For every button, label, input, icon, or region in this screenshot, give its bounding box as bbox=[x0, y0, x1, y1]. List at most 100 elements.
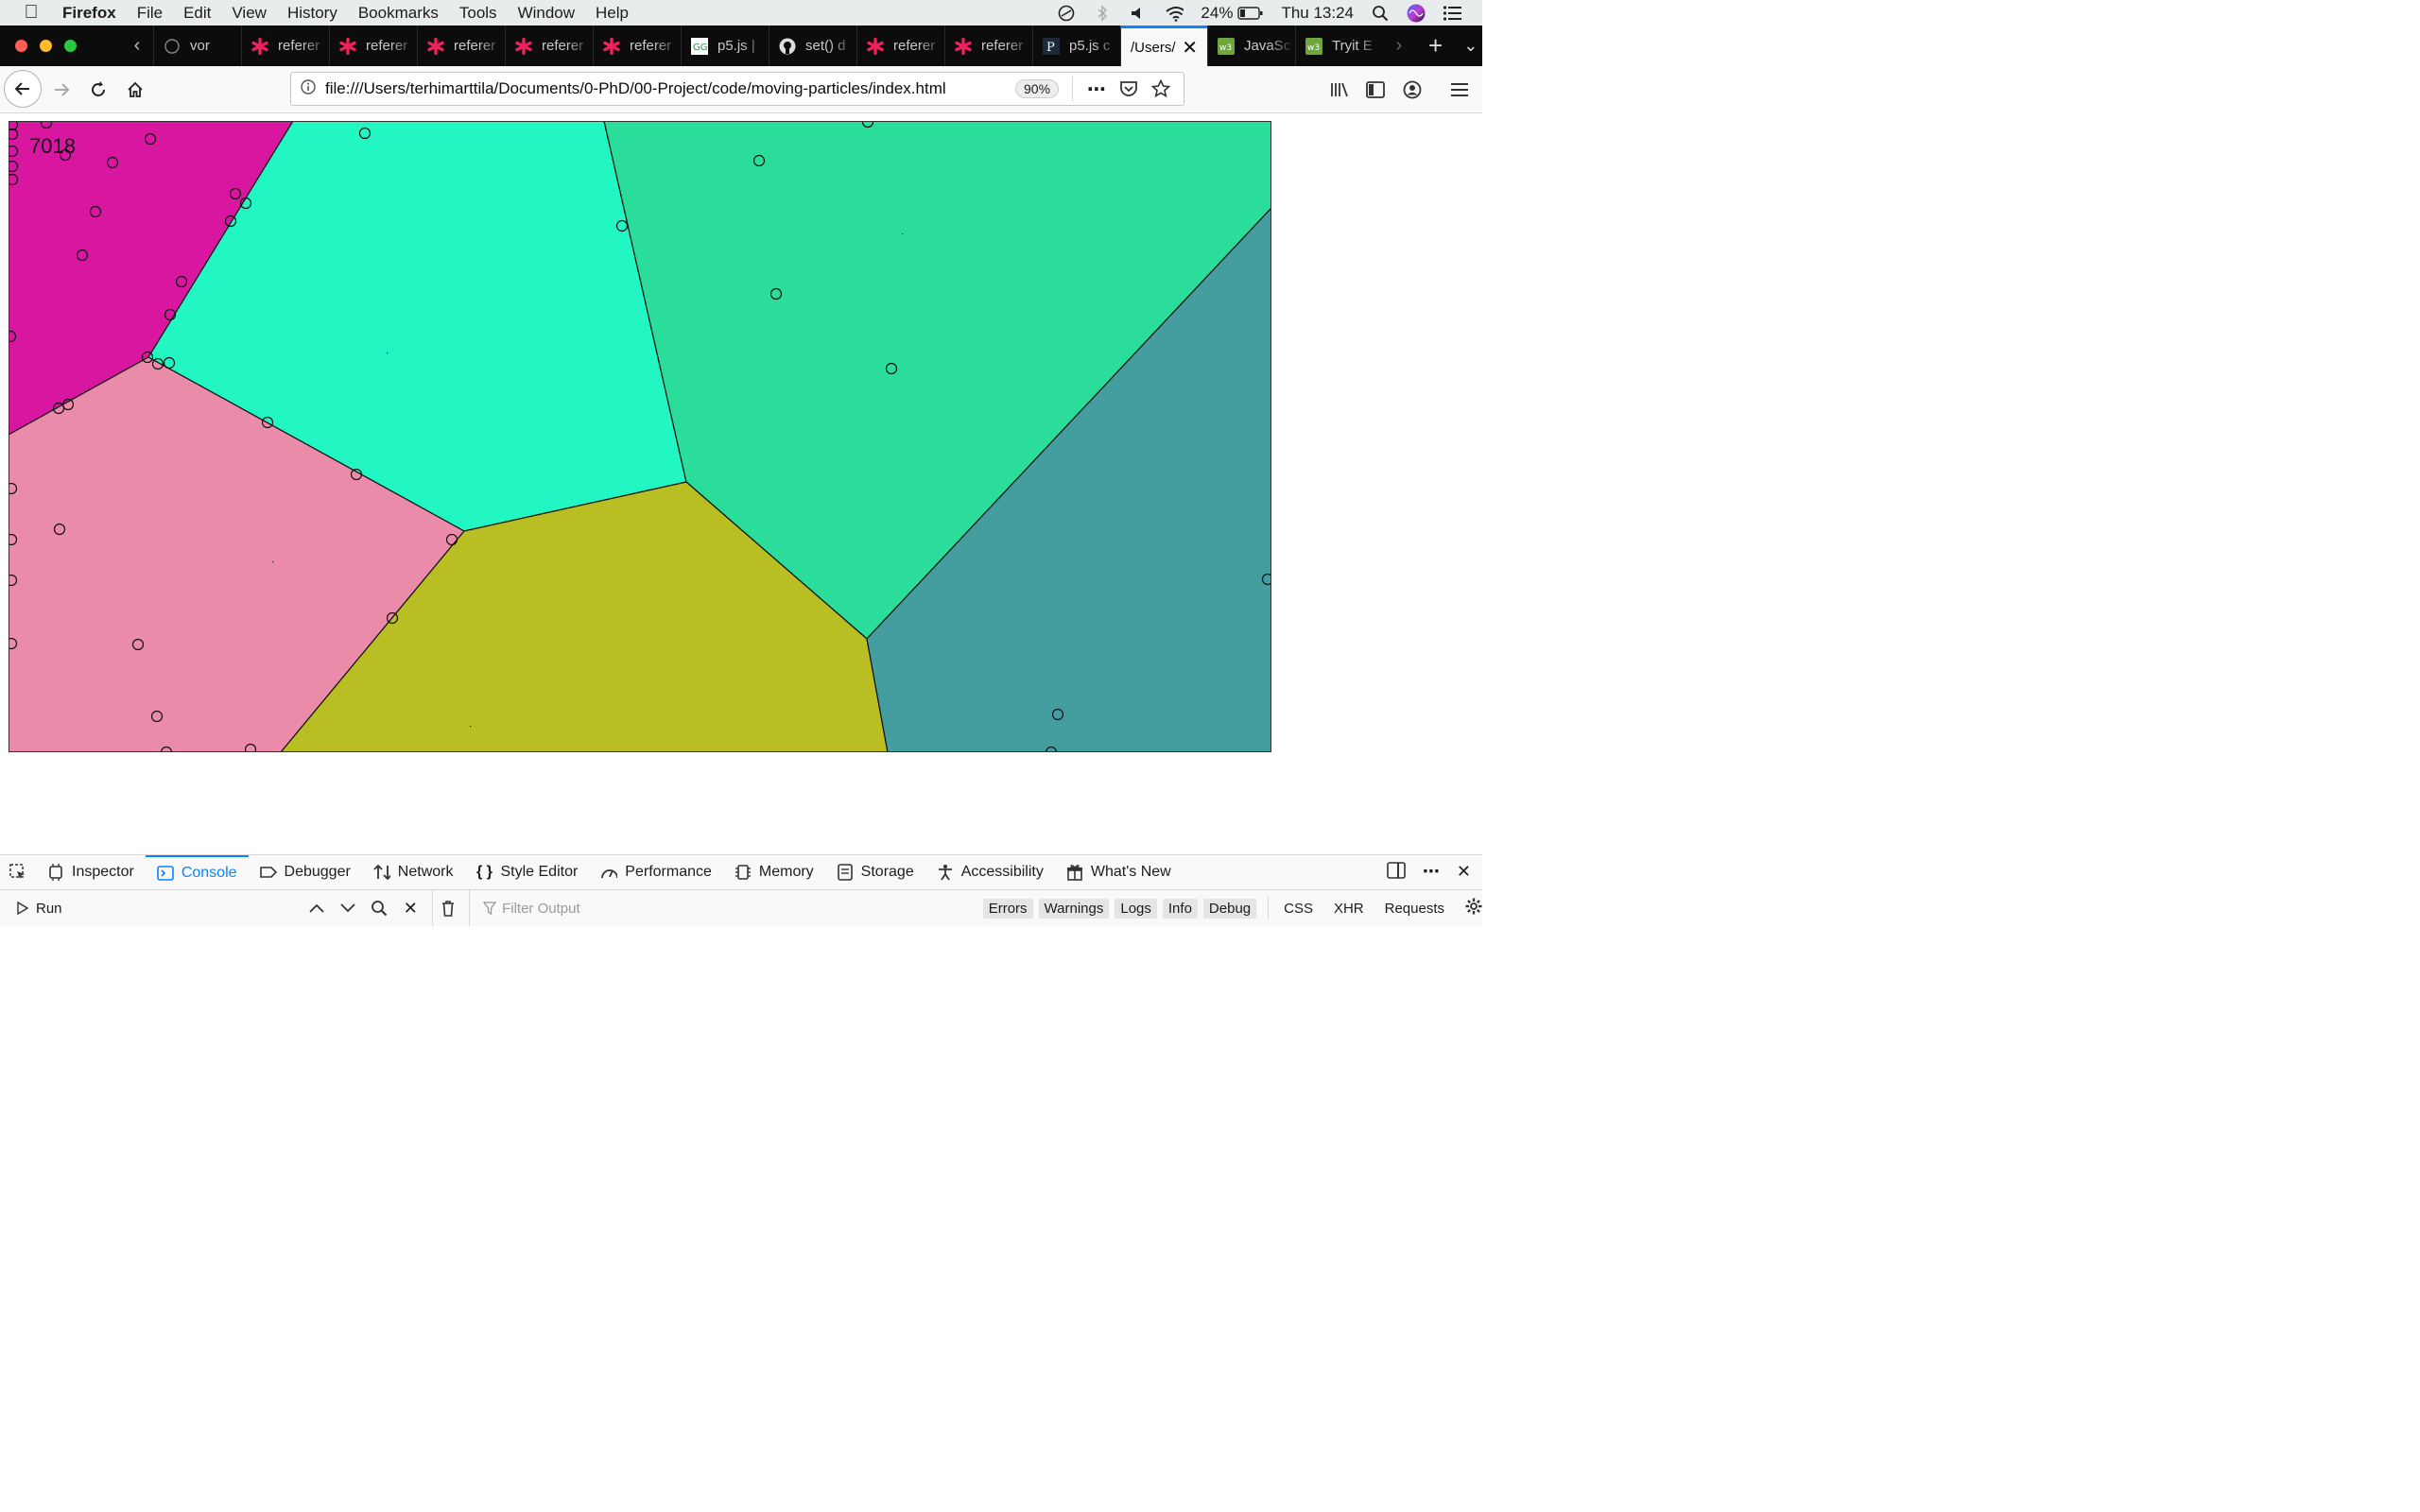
tab-network[interactable]: Network bbox=[362, 855, 465, 890]
tab-accessibility[interactable]: Accessibility bbox=[925, 855, 1055, 890]
clear-console-trash-icon[interactable] bbox=[431, 890, 463, 926]
menu-app-name[interactable]: Firefox bbox=[62, 3, 116, 22]
list-all-tabs-icon[interactable]: ⌄ bbox=[1463, 36, 1478, 55]
close-window-icon[interactable] bbox=[15, 40, 27, 52]
volume-icon[interactable] bbox=[1129, 5, 1148, 22]
processing-favicon-icon: P bbox=[1043, 37, 1060, 55]
w3-favicon-icon: w3 bbox=[1218, 37, 1235, 55]
notification-center-icon[interactable] bbox=[1443, 5, 1461, 22]
page-actions-icon[interactable]: ⋯ bbox=[1087, 78, 1107, 100]
github-favicon-icon bbox=[779, 38, 796, 55]
filter-xhr-button[interactable]: XHR bbox=[1333, 900, 1364, 917]
filter-css-button[interactable]: CSS bbox=[1284, 900, 1313, 917]
cell-site-dot bbox=[902, 233, 904, 235]
filter-errors-button[interactable]: Errors bbox=[982, 898, 1033, 919]
menu-clock[interactable]: Thu 13:24 bbox=[1281, 3, 1354, 22]
url-bar[interactable]: file:///Users/terhimarttila/Documents/0-… bbox=[290, 72, 1184, 106]
back-button[interactable] bbox=[4, 70, 42, 108]
menu-help[interactable]: Help bbox=[596, 3, 629, 22]
geeks-favicon-icon: GG bbox=[691, 37, 708, 55]
apple-menu-icon[interactable]:  bbox=[0, 2, 62, 24]
do-not-disturb-icon[interactable] bbox=[1057, 5, 1076, 22]
scroll-tabs-left-icon[interactable]: ‹ bbox=[133, 35, 141, 56]
back-arrow-icon bbox=[14, 82, 29, 95]
filter-info-button[interactable]: Info bbox=[1162, 898, 1198, 919]
history-down-icon[interactable] bbox=[332, 903, 363, 913]
sidebar-button[interactable] bbox=[1357, 72, 1393, 108]
home-button[interactable] bbox=[117, 72, 153, 108]
browser-tab[interactable]: referer bbox=[417, 26, 505, 66]
account-button[interactable] bbox=[1394, 72, 1430, 108]
tab-whats-new[interactable]: What's New bbox=[1055, 855, 1183, 890]
bookmark-star-icon[interactable] bbox=[1145, 79, 1177, 98]
browser-tab[interactable]: w3 Tryit E bbox=[1295, 26, 1383, 66]
browser-tab[interactable]: referer bbox=[329, 26, 417, 66]
site-info-icon[interactable] bbox=[291, 78, 325, 99]
menu-view[interactable]: View bbox=[232, 3, 267, 22]
menu-window[interactable]: Window bbox=[517, 3, 576, 22]
filter-requests-button[interactable]: Requests bbox=[1384, 900, 1444, 917]
sidebar-icon bbox=[1366, 81, 1385, 98]
filter-output-input[interactable]: Filter Output bbox=[469, 890, 983, 926]
tab-performance[interactable]: Performance bbox=[589, 855, 723, 890]
tab-memory[interactable]: Memory bbox=[723, 855, 825, 890]
close-devtools-icon[interactable]: ✕ bbox=[1456, 861, 1471, 881]
particle bbox=[239, 197, 252, 210]
close-tab-icon[interactable]: ✕ bbox=[1182, 37, 1198, 59]
browser-tab[interactable]: GG p5.js | bbox=[681, 26, 769, 66]
home-icon bbox=[128, 81, 143, 97]
battery-icon[interactable] bbox=[1237, 5, 1264, 22]
library-button[interactable] bbox=[1322, 72, 1357, 108]
open-menu-button[interactable] bbox=[1442, 72, 1478, 108]
reverse-search-icon[interactable] bbox=[363, 900, 394, 917]
menu-file[interactable]: File bbox=[136, 3, 164, 22]
browser-tab[interactable]: w3 JavaSc bbox=[1207, 26, 1295, 66]
browser-tab[interactable]: referer bbox=[593, 26, 681, 66]
history-up-icon[interactable] bbox=[301, 903, 332, 913]
filter-debug-button[interactable]: Debug bbox=[1202, 898, 1257, 919]
particle bbox=[9, 173, 19, 186]
close-editor-icon[interactable]: ✕ bbox=[403, 898, 418, 918]
pocket-icon[interactable] bbox=[1113, 80, 1145, 97]
siri-icon[interactable] bbox=[1407, 4, 1426, 22]
zoom-level-badge[interactable]: 90% bbox=[1015, 79, 1060, 98]
tab-style-editor[interactable]: { } Style Editor bbox=[464, 855, 589, 890]
particle bbox=[61, 398, 75, 411]
minimize-window-icon[interactable] bbox=[40, 40, 52, 52]
filter-placeholder: Filter Output bbox=[502, 900, 580, 917]
console-settings-gear-icon[interactable] bbox=[1465, 898, 1482, 919]
scroll-tabs-right-icon[interactable]: › bbox=[1395, 35, 1403, 56]
new-tab-icon[interactable]: + bbox=[1428, 31, 1443, 60]
menu-history[interactable]: History bbox=[286, 3, 337, 22]
browser-tab[interactable]: vor bbox=[153, 26, 241, 66]
wifi-icon[interactable] bbox=[1165, 5, 1184, 22]
tab-console[interactable]: Console bbox=[145, 854, 249, 890]
browser-tab[interactable]: referer bbox=[505, 26, 593, 66]
browser-tab[interactable]: referer bbox=[856, 26, 944, 66]
tab-inspector[interactable]: Inspector bbox=[36, 855, 146, 890]
more-options-icon[interactable]: ⋯ bbox=[1422, 861, 1440, 881]
reload-button[interactable] bbox=[80, 72, 116, 108]
element-picker-button[interactable] bbox=[0, 855, 36, 890]
tab-active[interactable]: /Users/ ✕ bbox=[1120, 26, 1207, 66]
browser-tab[interactable]: referer bbox=[944, 26, 1032, 66]
forward-button[interactable] bbox=[43, 72, 79, 108]
bluetooth-icon[interactable] bbox=[1093, 4, 1112, 22]
zoom-window-icon[interactable] bbox=[64, 40, 77, 52]
browser-tab[interactable]: referer bbox=[241, 26, 329, 66]
tab-debugger[interactable]: Debugger bbox=[249, 855, 362, 890]
filter-logs-button[interactable]: Logs bbox=[1115, 898, 1157, 919]
menu-bookmarks[interactable]: Bookmarks bbox=[357, 3, 439, 22]
menu-tools[interactable]: Tools bbox=[458, 3, 497, 22]
menu-edit[interactable]: Edit bbox=[183, 3, 212, 22]
inspector-icon bbox=[47, 864, 64, 881]
dock-toggle-icon[interactable] bbox=[1387, 861, 1406, 884]
url-text[interactable]: file:///Users/terhimarttila/Documents/0-… bbox=[325, 79, 946, 97]
spotlight-search-icon[interactable] bbox=[1371, 5, 1390, 22]
browser-tab[interactable]: set() d bbox=[769, 26, 856, 66]
run-button[interactable]: Run bbox=[0, 901, 301, 917]
filter-warnings-button[interactable]: Warnings bbox=[1038, 898, 1110, 919]
tab-storage[interactable]: Storage bbox=[825, 855, 925, 890]
sketch-canvas[interactable]: 7018 bbox=[9, 121, 1271, 752]
